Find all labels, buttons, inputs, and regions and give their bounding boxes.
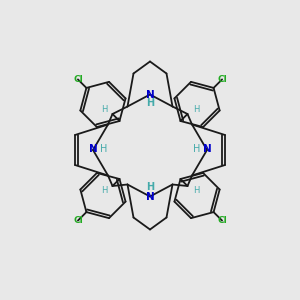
Text: N: N xyxy=(146,89,154,100)
Text: Cl: Cl xyxy=(73,75,83,84)
Text: H: H xyxy=(100,143,107,154)
Text: H: H xyxy=(193,186,199,195)
Text: H: H xyxy=(146,182,154,193)
Text: Cl: Cl xyxy=(73,216,83,225)
Text: H: H xyxy=(101,105,107,114)
Text: H: H xyxy=(193,143,200,154)
Text: N: N xyxy=(202,143,211,154)
Text: H: H xyxy=(101,186,107,195)
Text: Cl: Cl xyxy=(217,75,227,84)
Text: H: H xyxy=(193,105,199,114)
Text: H: H xyxy=(146,98,154,109)
Text: N: N xyxy=(146,191,154,202)
Text: Cl: Cl xyxy=(217,216,227,225)
Text: N: N xyxy=(88,143,98,154)
